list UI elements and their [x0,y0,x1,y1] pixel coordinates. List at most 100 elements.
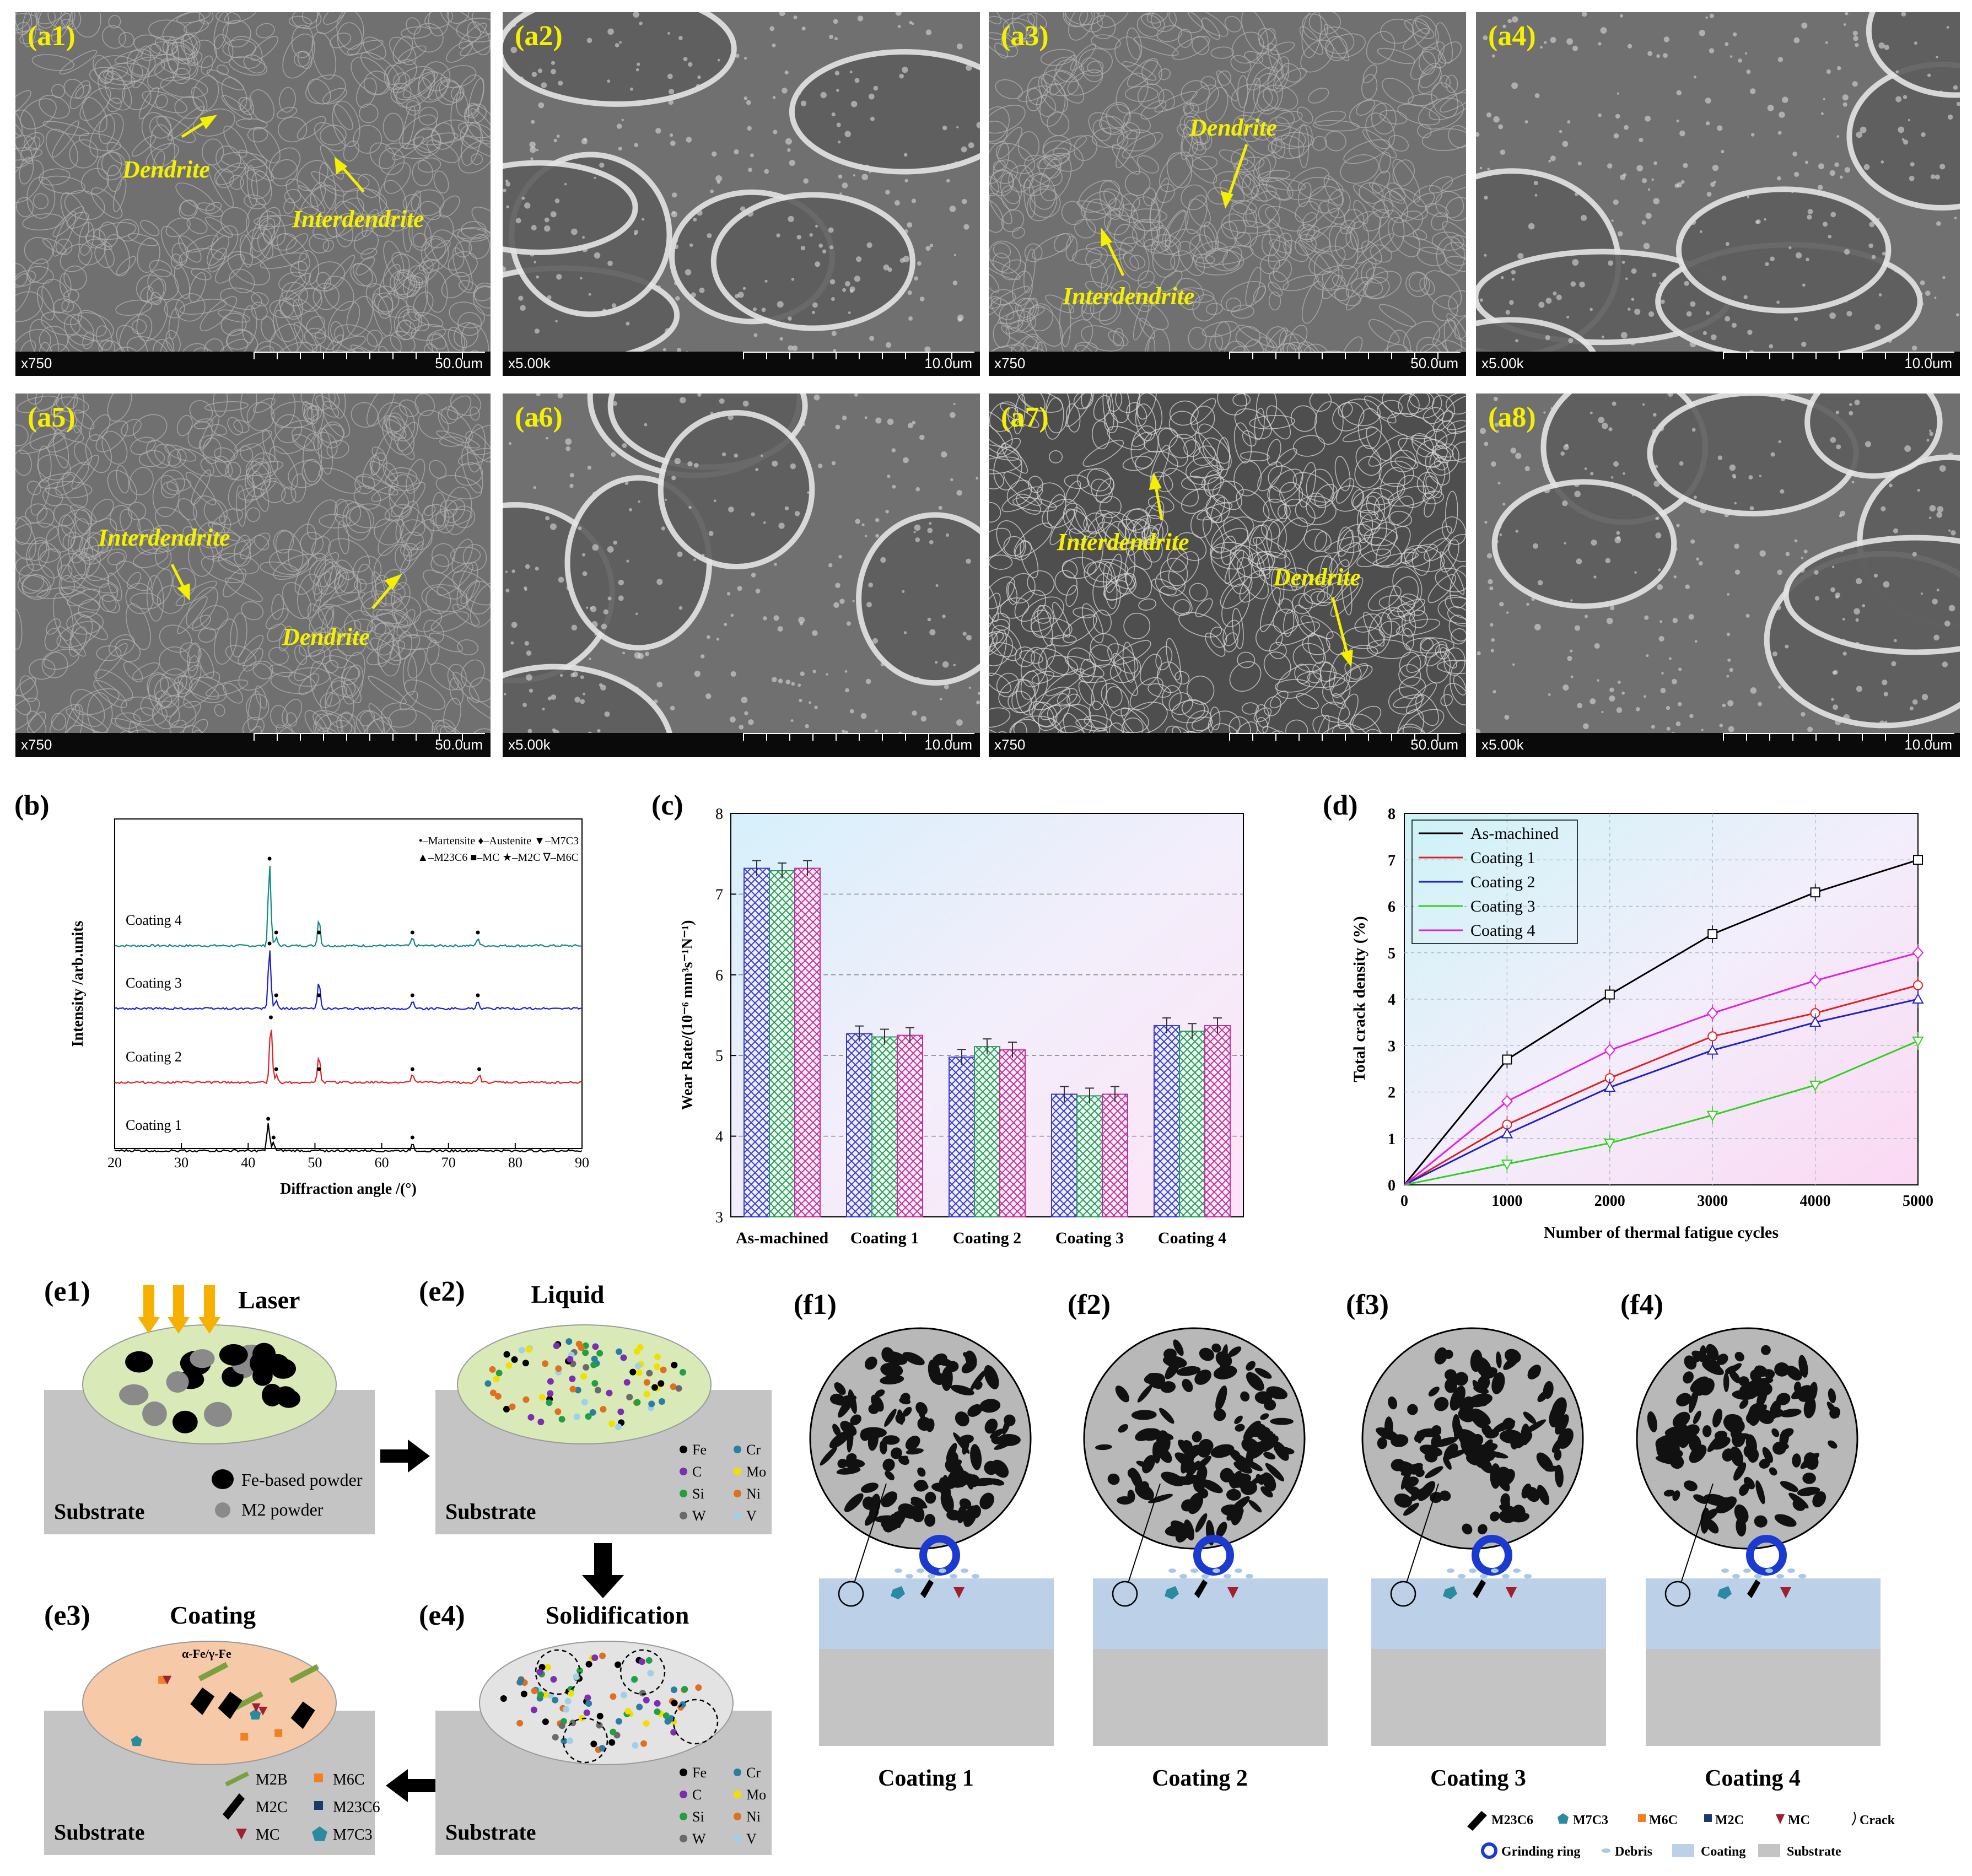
coating-caption: Coating 2 [1152,1766,1248,1791]
laser-label: Laser [238,1286,300,1314]
dendrite-cell [1750,1370,1761,1382]
dendrite-cell [1183,1444,1203,1459]
dendrite-cell [1515,1434,1528,1448]
element-atom [599,1745,606,1752]
dendrite-cell [988,1478,1005,1486]
dendrite-cell [1117,1496,1133,1505]
dendrite-cell [1722,1448,1734,1462]
carbide-m2b [233,1691,263,1711]
annotation-dendrite: Dendrite [122,156,210,183]
dendrite-cell [1688,1388,1699,1413]
dendrite-cell [861,1483,879,1493]
element-atom [567,1690,574,1697]
crack-density-chart: 0 1000 2000 3000 4000 5000 0 1 2 3 4 5 6 7 8 Number of … [1350,806,1933,1242]
carbide-legend: M7C3 [333,1826,373,1843]
y-tick-label: 7 [715,886,723,903]
debris [1469,1568,1477,1573]
element-atom [494,1393,502,1400]
scale-value: 50.0um [435,355,483,371]
dendrite-cell [979,1399,1001,1413]
element-atom [489,1366,496,1373]
dendrite-cell [1714,1431,1728,1440]
debris [1776,1574,1784,1578]
dendrite-cell [946,1469,961,1489]
element-atom [584,1694,591,1701]
x-tick-label: 30 [174,1155,188,1171]
dendrite-cell [1684,1480,1698,1491]
dendrite-cell [1496,1351,1502,1368]
dendrite-cell [869,1507,876,1521]
bar [743,867,770,1217]
process-arrow [386,1769,435,1802]
element-atom [629,1368,637,1376]
dendrite-cell [899,1398,911,1405]
substrate-label: Substrate [445,1820,536,1845]
element-atom [596,1722,603,1729]
dendrite-cell [1245,1453,1254,1467]
bar [794,867,821,1217]
element-atom [503,1351,510,1358]
y-tick-label: 3 [715,1209,723,1226]
dendrite-cell [902,1352,925,1366]
data-point [1502,1054,1512,1065]
dendrite-cell [1689,1444,1707,1463]
element-atom [646,1370,653,1377]
series-line [1404,1040,1919,1186]
legend-line: •–Martensite ♦–Austenite ▼–M7C3 [419,835,579,847]
dendrite-cell [1780,1481,1798,1492]
data-point [1912,1036,1924,1047]
debris [1502,1574,1510,1578]
legend-entry: Coating 2 [1470,873,1535,891]
carbide-m2b [289,1664,320,1684]
data-point [1501,1095,1513,1108]
element-atom [596,1712,604,1719]
dendrite-cell [1256,1474,1264,1485]
peak-marker [271,1135,276,1140]
element-atom [567,1356,574,1363]
element-atom [654,1708,661,1715]
dendrite-cell [1759,1458,1770,1469]
dendrite-cell [1419,1444,1443,1457]
scale-value: 50.0um [1410,355,1458,371]
legend-entry: As-machined [1470,824,1559,843]
dendrite-cell [1472,1408,1491,1425]
plot-frame [114,818,583,1149]
debris [1743,1568,1751,1573]
dendrite-cell [950,1384,974,1395]
dendrite-cell [1739,1399,1749,1409]
dendrite-cell [848,1389,857,1414]
dendrite-cell [1445,1378,1457,1393]
zoom-origin [1390,1581,1416,1607]
dendrite-cell [1656,1440,1666,1458]
debris [1201,1574,1209,1578]
annotation-dendrite: Dendrite [1273,564,1361,591]
carbide-mc [1506,1587,1517,1598]
element-atom [542,1360,549,1367]
dendrite-cell [1141,1428,1161,1441]
series-label: Coating 3 [126,975,182,991]
dendrite-cell [1184,1519,1195,1541]
magnification: x750 [994,355,1026,371]
dendrite-cell [1465,1454,1482,1466]
schematic-label: (f4) [1620,1289,1663,1320]
dendrite-cell [1403,1502,1420,1516]
peak-marker [274,993,278,998]
dendrite-cell [994,1440,1013,1450]
dendrite-cell [1404,1476,1419,1487]
coating-layer [1646,1578,1881,1649]
data-point [1706,1044,1718,1055]
y-tick-label: 6 [715,967,723,984]
scale-value: 10.0um [924,736,972,753]
element-atom [509,1403,516,1410]
x-tick-label: 2000 [1594,1193,1625,1210]
series-line [1403,859,1919,1185]
scale-value: 10.0um [924,355,972,371]
dendrite-cell [1481,1367,1497,1379]
element-legend: W [692,1831,706,1847]
panel-label-c: (c) [651,790,683,821]
debris [1787,1568,1795,1573]
schematic-label: (f1) [794,1289,837,1320]
x-tick-label: 60 [375,1155,389,1171]
element-atom [636,1704,643,1711]
dendrite-cell [1503,1354,1521,1370]
